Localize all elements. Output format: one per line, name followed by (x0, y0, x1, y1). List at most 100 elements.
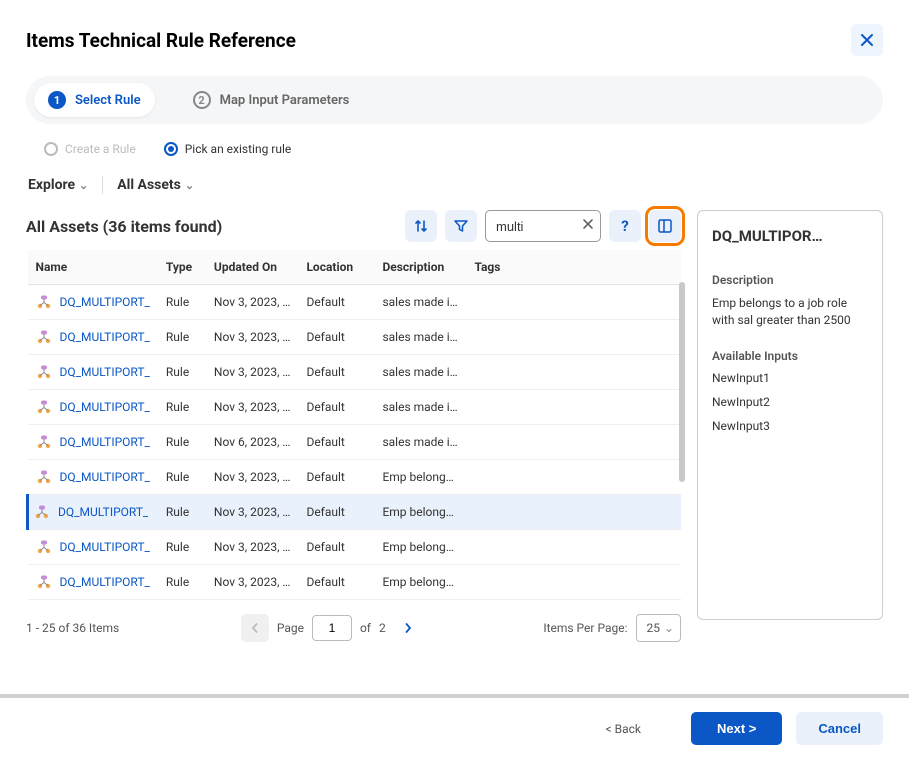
col-location[interactable]: Location (298, 250, 374, 285)
cell-type: Rule (158, 425, 206, 460)
cell-type: Rule (158, 390, 206, 425)
rule-icon (36, 294, 52, 310)
cell-tags (466, 460, 681, 495)
col-type[interactable]: Type (158, 250, 206, 285)
table-row[interactable]: DQ_MULTIPORT_ Rule Nov 3, 2023, … Defaul… (28, 285, 682, 320)
chevron-right-icon (403, 623, 413, 633)
table-row[interactable]: DQ_MULTIPORT_ Rule Nov 3, 2023, … Defaul… (28, 355, 682, 390)
rule-icon (36, 399, 52, 415)
cell-location: Default (298, 285, 374, 320)
dialog: Items Technical Rule Reference 1 Select … (0, 0, 909, 759)
asset-name-link[interactable]: DQ_MULTIPORT_ (58, 505, 148, 519)
cell-location: Default (298, 530, 374, 565)
asset-name-link[interactable]: DQ_MULTIPORT_ (60, 540, 150, 554)
dialog-title: Items Technical Rule Reference (26, 29, 296, 52)
col-description[interactable]: Description (374, 250, 466, 285)
cell-type: Rule (158, 285, 206, 320)
asset-name-link[interactable]: DQ_MULTIPORT_ (60, 400, 150, 414)
explore-dropdown[interactable]: Explore⌄ (28, 177, 88, 193)
next-button[interactable]: Next > (691, 712, 782, 745)
cell-description: Emp belong… (374, 565, 466, 600)
radio-pick-existing[interactable]: Pick an existing rule (164, 142, 292, 156)
next-page-button[interactable] (394, 614, 422, 642)
ipp-label: Items Per Page: (543, 621, 627, 635)
cell-updated: Nov 3, 2023, … (206, 390, 299, 425)
asset-name-link[interactable]: DQ_MULTIPORT_ (60, 435, 150, 449)
rule-icon (36, 434, 52, 450)
cell-description: Emp belong… (374, 495, 466, 530)
clear-search-button[interactable] (582, 218, 594, 234)
detail-title: DQ_MULTIPOR… (712, 227, 868, 245)
dialog-header: Items Technical Rule Reference (26, 24, 883, 56)
cell-type: Rule (158, 495, 206, 530)
assets-title: All Assets (36 items found) (26, 217, 222, 236)
asset-name-link[interactable]: DQ_MULTIPORT_ (60, 470, 150, 484)
cell-updated: Nov 3, 2023, … (206, 285, 299, 320)
assets-table: Name Type Updated On Location Descriptio… (26, 250, 681, 600)
step-map-input[interactable]: 2 Map Input Parameters (179, 83, 364, 117)
table-row[interactable]: DQ_MULTIPORT_ Rule Nov 3, 2023, … Defaul… (28, 565, 682, 600)
search-input[interactable] (496, 219, 574, 234)
radio-label: Pick an existing rule (185, 142, 292, 156)
all-assets-dropdown[interactable]: All Assets⌄ (117, 177, 194, 193)
prev-page-button[interactable] (241, 614, 269, 642)
cell-description: Emp belong… (374, 460, 466, 495)
table-row[interactable]: DQ_MULTIPORT_ Rule Nov 3, 2023, … Defaul… (28, 495, 682, 530)
table-row[interactable]: DQ_MULTIPORT_ Rule Nov 3, 2023, … Defaul… (28, 320, 682, 355)
cell-tags (466, 425, 681, 460)
rule-mode-group: Create a Rule Pick an existing rule (26, 142, 883, 156)
help-button[interactable]: ? (609, 210, 641, 242)
cancel-button[interactable]: Cancel (796, 712, 883, 745)
assets-column: All Assets (36 items found) (26, 210, 681, 642)
radio-create-rule[interactable]: Create a Rule (44, 142, 136, 156)
asset-name-link[interactable]: DQ_MULTIPORT_ (60, 295, 150, 309)
available-input: NewInput2 (712, 395, 868, 409)
detail-panel: DQ_MULTIPOR… Description Emp belongs to … (697, 210, 883, 620)
asset-name-link[interactable]: DQ_MULTIPORT_ (60, 330, 150, 344)
search-input-wrapper (485, 210, 601, 242)
step-label: Map Input Parameters (220, 93, 350, 108)
table-row[interactable]: DQ_MULTIPORT_ Rule Nov 3, 2023, … Defaul… (28, 530, 682, 565)
cell-updated: Nov 3, 2023, … (206, 530, 299, 565)
cell-location: Default (298, 495, 374, 530)
asset-name-link[interactable]: DQ_MULTIPORT_ (60, 575, 150, 589)
cell-type: Rule (158, 320, 206, 355)
ipp-select[interactable]: 25 (636, 614, 682, 642)
cell-updated: Nov 3, 2023, … (206, 495, 299, 530)
panel-icon (657, 218, 673, 234)
description-label: Description (712, 273, 868, 287)
table-row[interactable]: DQ_MULTIPORT_ Rule Nov 3, 2023, … Defaul… (28, 390, 682, 425)
page-label: Page (277, 621, 304, 635)
toggle-panel-button[interactable] (649, 210, 681, 242)
filter-button[interactable] (445, 210, 477, 242)
sort-button[interactable] (405, 210, 437, 242)
table-scroll[interactable]: Name Type Updated On Location Descriptio… (26, 250, 681, 600)
rule-icon (36, 364, 52, 380)
content-area: All Assets (36 items found) (26, 210, 883, 642)
step-select-rule[interactable]: 1 Select Rule (34, 83, 155, 117)
close-button[interactable] (851, 24, 883, 56)
available-input: NewInput1 (712, 371, 868, 385)
col-updated[interactable]: Updated On (206, 250, 299, 285)
table-row[interactable]: DQ_MULTIPORT_ Rule Nov 3, 2023, … Defaul… (28, 460, 682, 495)
col-name[interactable]: Name (28, 250, 158, 285)
scrollbar[interactable] (679, 282, 685, 482)
cell-type: Rule (158, 530, 206, 565)
table-row[interactable]: DQ_MULTIPORT_ Rule Nov 6, 2023, … Defaul… (28, 425, 682, 460)
cell-description: sales made i… (374, 425, 466, 460)
of-label: of (360, 621, 371, 635)
cell-tags (466, 565, 681, 600)
filter-icon (453, 218, 469, 234)
cell-updated: Nov 3, 2023, … (206, 355, 299, 390)
dialog-footer: < Back Next > Cancel (0, 694, 909, 759)
sort-icon (413, 218, 429, 234)
back-link[interactable]: < Back (606, 722, 641, 736)
cell-description: Emp belong… (374, 530, 466, 565)
cell-description: sales made i… (374, 355, 466, 390)
page-number-input[interactable] (312, 615, 352, 641)
cell-tags (466, 285, 681, 320)
col-tags[interactable]: Tags (466, 250, 681, 285)
close-icon (582, 218, 594, 230)
asset-name-link[interactable]: DQ_MULTIPORT_ (60, 365, 150, 379)
chevron-left-icon (250, 623, 260, 633)
